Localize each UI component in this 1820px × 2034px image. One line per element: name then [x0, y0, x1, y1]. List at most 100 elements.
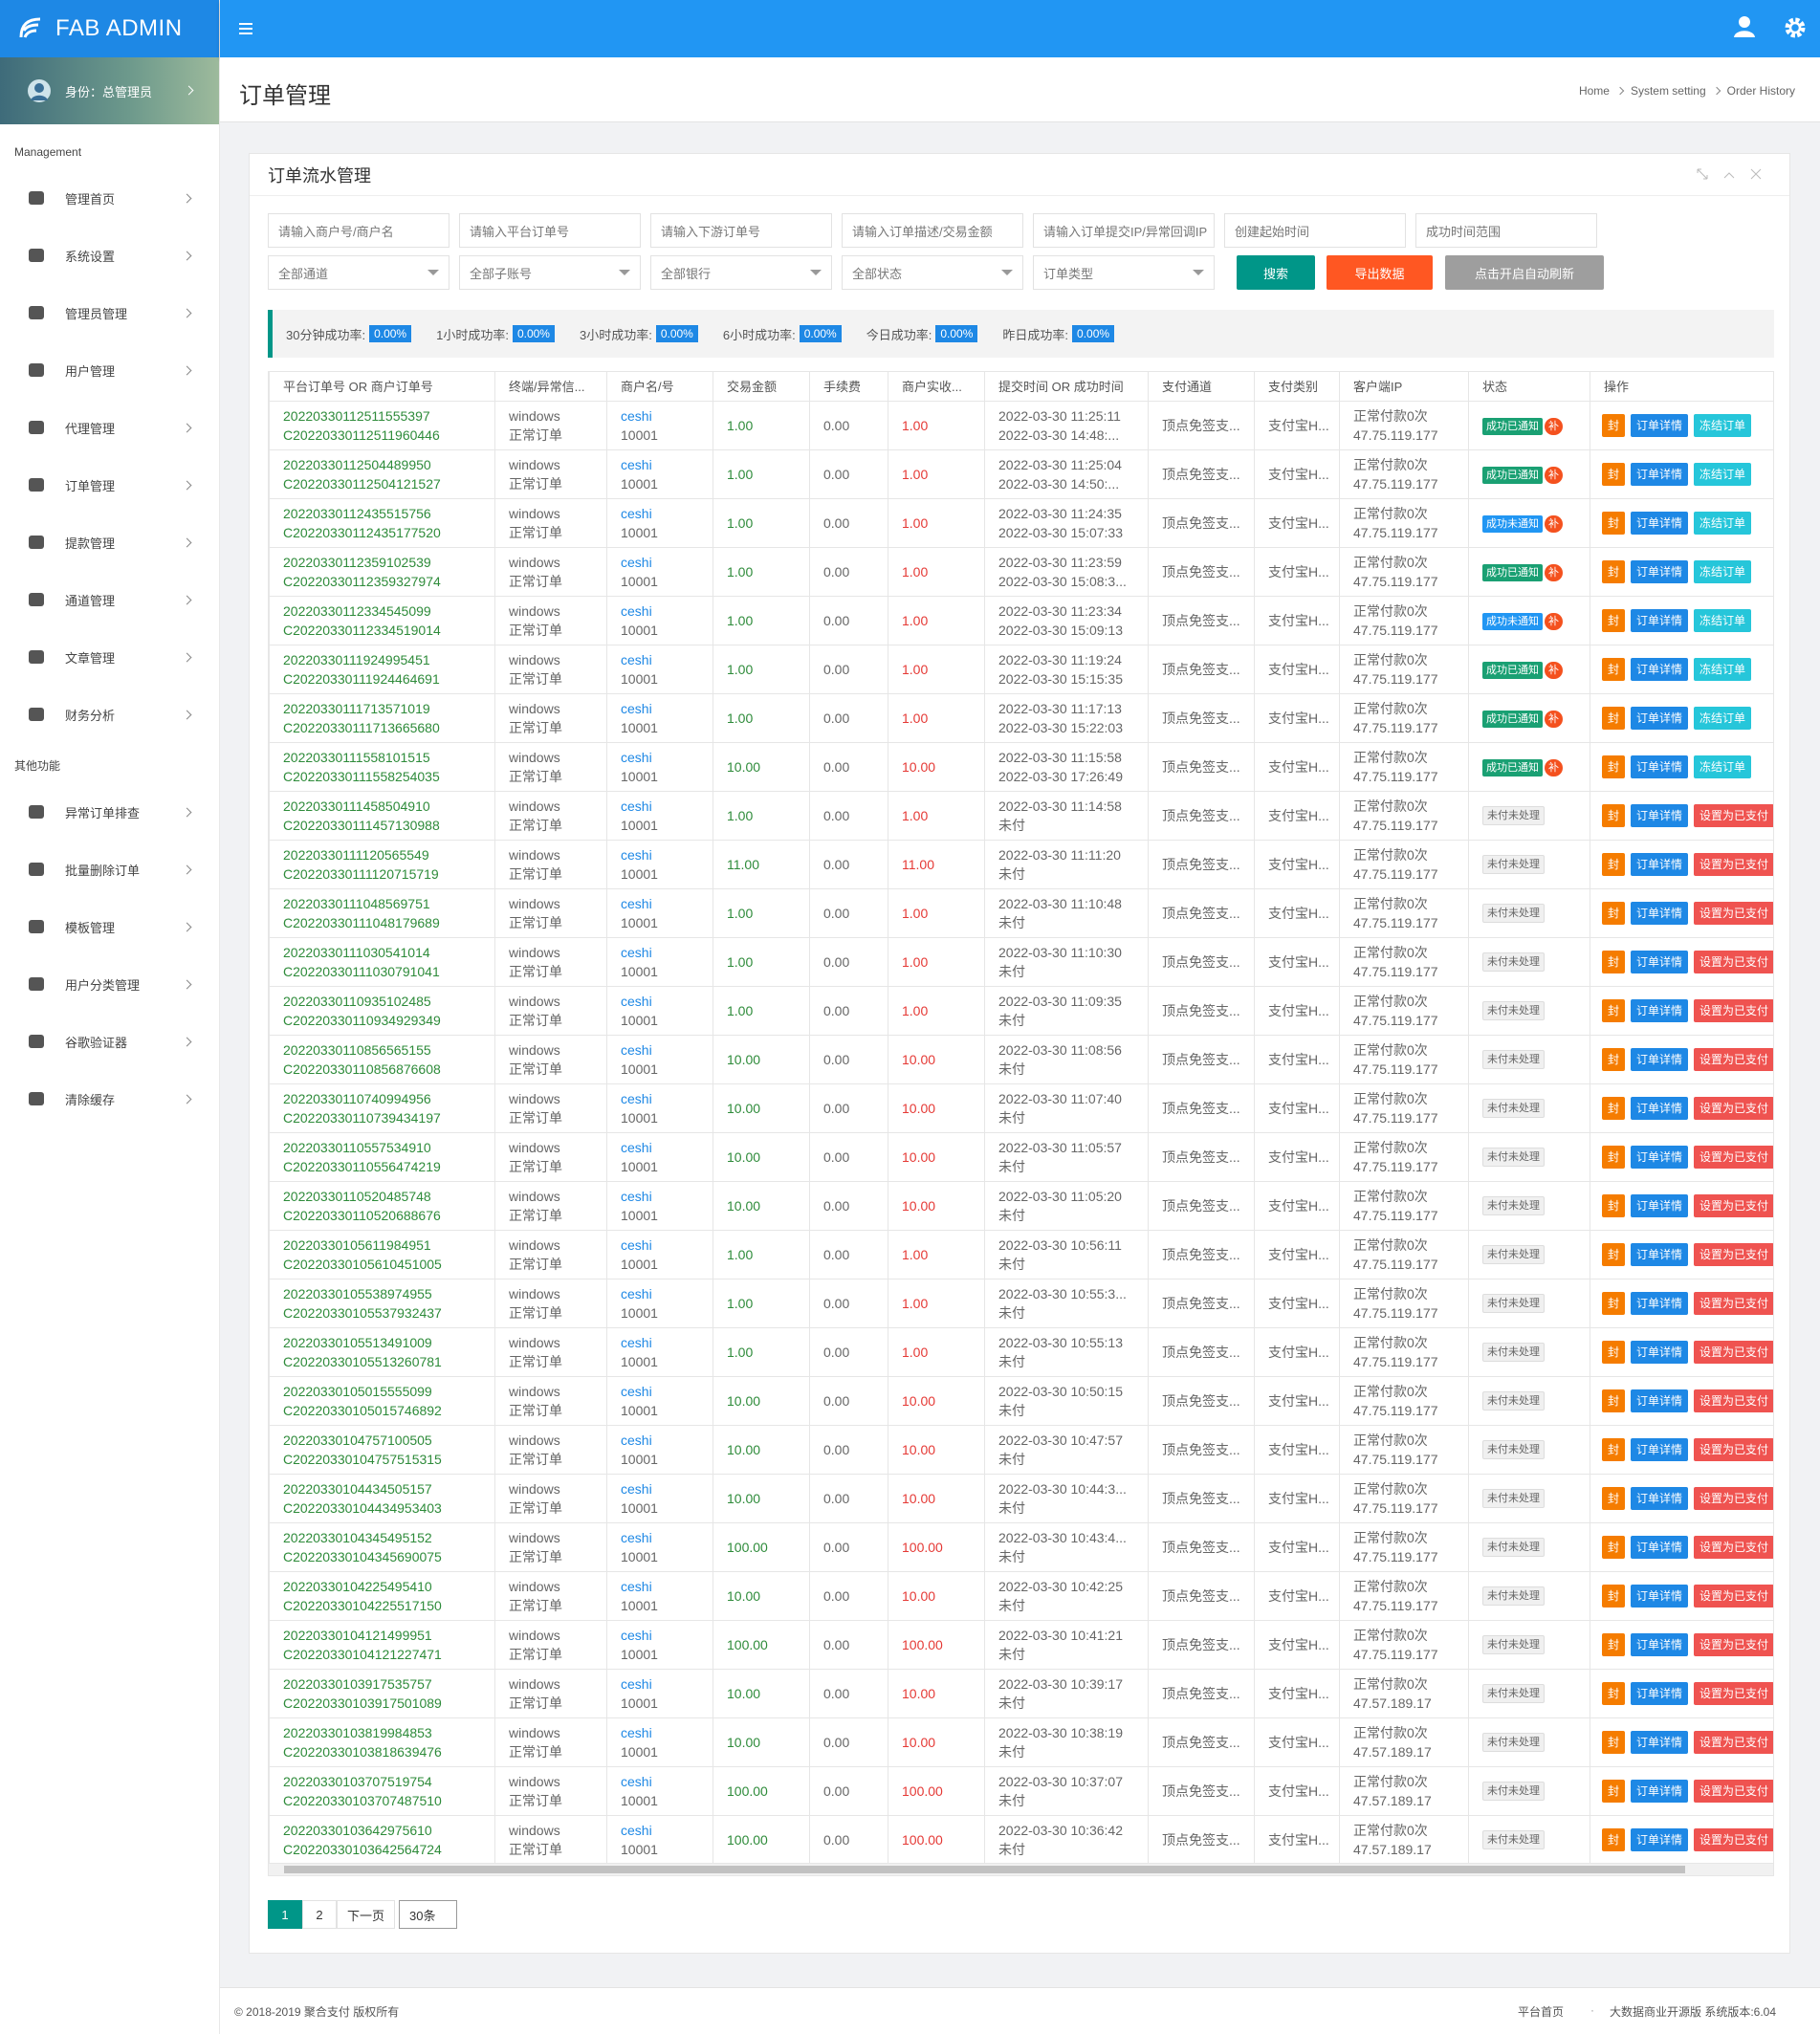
footer-link[interactable]: 平台首页 — [1518, 2005, 1565, 2019]
cell-text[interactable]: ceshi — [621, 1334, 652, 1350]
text-input[interactable]: 成功时间范围 — [1415, 213, 1597, 248]
resupply-badge[interactable]: 补 — [1545, 612, 1563, 630]
action-button[interactable]: 订单详情 — [1631, 1145, 1689, 1169]
action-button[interactable]: 订单详情 — [1631, 1535, 1689, 1559]
resupply-badge[interactable]: 补 — [1545, 758, 1563, 776]
cell-text[interactable]: ceshi — [621, 1627, 652, 1643]
resupply-badge[interactable]: 补 — [1545, 417, 1563, 435]
action-button[interactable]: 封 — [1602, 1827, 1626, 1851]
action-button[interactable]: 封 — [1602, 755, 1626, 778]
cell-text[interactable]: ceshi — [621, 1285, 652, 1301]
action-button[interactable]: 订单详情 — [1631, 1437, 1689, 1461]
menu-item[interactable]: 清除缓存 — [0, 1080, 220, 1118]
cell-text[interactable]: ceshi — [621, 749, 652, 765]
action-button[interactable]: 设置为已支付 — [1694, 1584, 1773, 1608]
action-button[interactable]: 封 — [1602, 1242, 1626, 1266]
action-button[interactable]: 设置为已支付 — [1694, 1437, 1773, 1461]
cell-text[interactable]: ceshi — [621, 1822, 652, 1838]
breadcrumb-item[interactable]: System setting — [1630, 84, 1706, 98]
action-button[interactable]: 封 — [1602, 1486, 1626, 1510]
action-button[interactable]: 封 — [1602, 1584, 1626, 1608]
action-button[interactable]: 设置为已支付 — [1694, 1779, 1773, 1803]
action-button[interactable]: 订单详情 — [1631, 1291, 1689, 1315]
action-button[interactable]: 订单详情 — [1631, 559, 1689, 583]
action-button[interactable]: 设置为已支付 — [1694, 1632, 1773, 1656]
panel-tools[interactable] — [1696, 167, 1772, 183]
action-button[interactable]: 封 — [1602, 1681, 1626, 1705]
action-button[interactable]: 封 — [1602, 1096, 1626, 1120]
action-button[interactable]: 封 — [1602, 1632, 1626, 1656]
auto-refresh-button[interactable]: 点击开启自动刷新 — [1445, 255, 1604, 290]
page-button[interactable]: 2 — [302, 1900, 337, 1929]
menu-item[interactable]: 谷歌验证器 — [0, 1022, 220, 1061]
select[interactable]: 全部状态 — [842, 255, 1023, 290]
menu-item[interactable]: 代理管理 — [0, 408, 220, 447]
menu-item[interactable]: 管理员管理 — [0, 294, 220, 332]
cell-text[interactable]: ceshi — [621, 554, 652, 570]
action-button[interactable]: 订单详情 — [1631, 901, 1689, 925]
cell-text[interactable]: ceshi — [621, 895, 652, 911]
action-button[interactable]: 设置为已支付 — [1694, 852, 1773, 876]
select[interactable]: 全部银行 — [650, 255, 832, 290]
menu-item[interactable]: 异常订单排查 — [0, 793, 220, 831]
action-button[interactable]: 订单详情 — [1631, 413, 1689, 437]
action-button[interactable]: 封 — [1602, 998, 1626, 1022]
action-button[interactable]: 封 — [1602, 1779, 1626, 1803]
action-button[interactable]: 封 — [1602, 462, 1626, 486]
page-button[interactable]: 1 — [268, 1900, 302, 1929]
action-button[interactable]: 订单详情 — [1631, 998, 1689, 1022]
settings-icon[interactable] — [1785, 17, 1806, 38]
action-button[interactable]: 设置为已支付 — [1694, 950, 1773, 973]
action-button[interactable]: 订单详情 — [1631, 1486, 1689, 1510]
action-button[interactable]: 订单详情 — [1631, 511, 1689, 535]
action-button[interactable]: 订单详情 — [1631, 462, 1689, 486]
action-button[interactable]: 设置为已支付 — [1694, 1242, 1773, 1266]
menu-item[interactable]: 系统设置 — [0, 236, 220, 274]
scrollbar[interactable] — [268, 1863, 1774, 1876]
action-button[interactable]: 订单详情 — [1631, 852, 1689, 876]
menu-item[interactable]: 用户管理 — [0, 351, 220, 389]
footer-link[interactable]: 大数据商业开源版 系统版本:6.04 — [1610, 2005, 1777, 2019]
action-button[interactable]: 订单详情 — [1631, 657, 1689, 681]
identity-bar[interactable]: 身份：总管理员 — [0, 57, 219, 124]
action-button[interactable]: 订单详情 — [1631, 1340, 1689, 1364]
text-input[interactable]: 请输入平台订单号 — [459, 213, 641, 248]
cell-text[interactable]: ceshi — [621, 407, 652, 424]
action-button[interactable]: 订单详情 — [1631, 1681, 1689, 1705]
action-button[interactable]: 订单详情 — [1631, 950, 1689, 973]
cell-text[interactable]: ceshi — [621, 602, 652, 619]
action-button[interactable]: 设置为已支付 — [1694, 1096, 1773, 1120]
action-button[interactable]: 封 — [1602, 608, 1626, 632]
action-button[interactable]: 封 — [1602, 852, 1626, 876]
action-button[interactable]: 封 — [1602, 559, 1626, 583]
action-button[interactable]: 封 — [1602, 1145, 1626, 1169]
cell-text[interactable]: ceshi — [621, 651, 652, 667]
cell-text[interactable]: ceshi — [621, 1432, 652, 1448]
menu-item[interactable]: 模板管理 — [0, 908, 220, 946]
action-button[interactable]: 订单详情 — [1631, 1047, 1689, 1071]
action-button[interactable]: 订单详情 — [1631, 1779, 1689, 1803]
action-button[interactable]: 封 — [1602, 1340, 1626, 1364]
menu-item[interactable]: 批量删除订单 — [0, 850, 220, 888]
cell-text[interactable]: ceshi — [621, 993, 652, 1009]
action-button[interactable]: 订单详情 — [1631, 1584, 1689, 1608]
menu-item[interactable]: 用户分类管理 — [0, 965, 220, 1003]
action-button[interactable]: 封 — [1602, 1389, 1626, 1412]
cell-text[interactable]: ceshi — [621, 1578, 652, 1594]
breadcrumb-item[interactable]: Home — [1578, 84, 1610, 98]
select[interactable]: 全部子账号 — [459, 255, 641, 290]
action-button[interactable]: 设置为已支付 — [1694, 1535, 1773, 1559]
action-button[interactable]: 订单详情 — [1631, 1632, 1689, 1656]
resupply-badge[interactable]: 补 — [1545, 466, 1563, 484]
action-button[interactable]: 冻结订单 — [1694, 755, 1752, 778]
action-button[interactable]: 封 — [1602, 511, 1626, 535]
action-button[interactable]: 订单详情 — [1631, 1389, 1689, 1412]
action-button[interactable]: 设置为已支付 — [1694, 998, 1773, 1022]
cell-text[interactable]: ceshi — [621, 1236, 652, 1253]
resupply-badge[interactable]: 补 — [1545, 514, 1563, 533]
action-button[interactable]: 订单详情 — [1631, 1242, 1689, 1266]
action-button[interactable]: 设置为已支付 — [1694, 1291, 1773, 1315]
action-button[interactable]: 设置为已支付 — [1694, 1730, 1773, 1754]
action-button[interactable]: 封 — [1602, 657, 1626, 681]
breadcrumb-item[interactable]: Order History — [1726, 84, 1795, 98]
